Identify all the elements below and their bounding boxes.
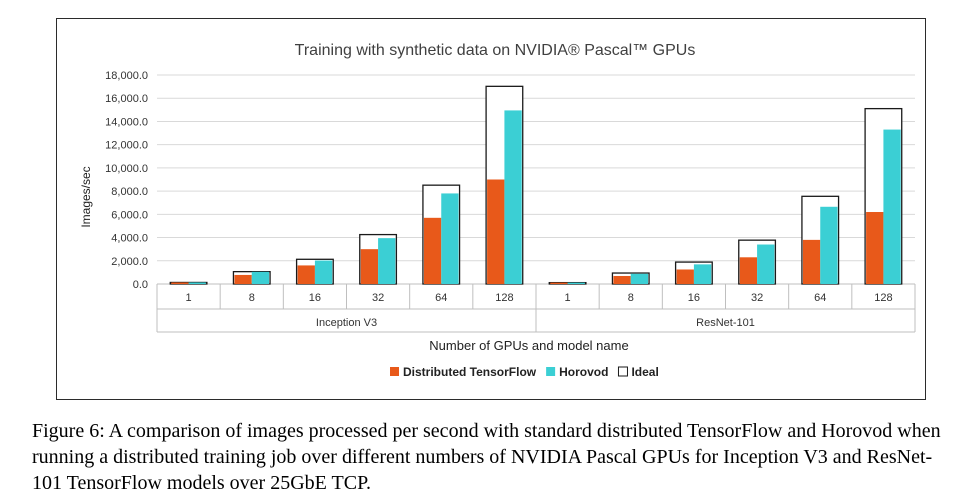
bar-distributed-tensorflow — [423, 217, 442, 284]
bars — [169, 85, 903, 285]
x-tick-label: 1 — [565, 292, 571, 304]
y-tick-label: 14,000.0 — [105, 116, 148, 128]
chart-title: Training with synthetic data on NVIDIA® … — [295, 42, 696, 59]
gridlines — [157, 74, 915, 285]
bar-distributed-tensorflow — [866, 212, 884, 284]
x-tick-label: 8 — [628, 292, 634, 304]
y-tick-label: 4,000.0 — [111, 233, 148, 245]
bar-horovod — [693, 264, 712, 284]
x-tick-label: 64 — [814, 292, 826, 304]
bar-horovod — [378, 238, 396, 284]
bar-horovod — [314, 260, 333, 284]
bar-distributed-tensorflow — [802, 239, 821, 284]
y-tick-label: 0.0 — [133, 279, 148, 291]
x-tick-label: 128 — [495, 292, 513, 304]
y-tick-label: 12,000.0 — [105, 140, 148, 152]
legend-label: Horovod — [559, 365, 608, 379]
bar-horovod — [757, 244, 775, 284]
group-label: Inception V3 — [316, 317, 377, 329]
bar-distributed-tensorflow — [234, 274, 252, 284]
y-tick-label: 18,000.0 — [105, 70, 148, 82]
y-tick-label: 10,000.0 — [105, 163, 148, 175]
figure-caption: Figure 6: A comparison of images process… — [32, 420, 941, 494]
bar-horovod — [504, 110, 522, 285]
x-tick-label: 1 — [186, 292, 192, 304]
legend-label: Ideal — [631, 365, 658, 379]
legend-swatch — [546, 367, 556, 376]
legend-label: Distributed TensorFlow — [403, 365, 537, 379]
bar-horovod — [630, 273, 649, 284]
x-axis-label: Number of GPUs and model name — [429, 338, 628, 353]
y-axis-ticks: 0.0 2,000.0 4,000.0 6,000.0 8,000.0 10,000.0 1… — [105, 70, 148, 291]
chart: Training with synthetic data on NVIDIA® … — [79, 42, 916, 379]
y-tick-label: 8,000.0 — [111, 186, 148, 198]
y-tick-label: 16,000.0 — [105, 93, 148, 105]
bar-horovod — [820, 206, 838, 284]
bar-distributed-tensorflow — [739, 257, 758, 284]
y-axis-label: Images/sec — [79, 166, 93, 227]
x-tick-label: 16 — [309, 292, 321, 304]
bar-distributed-tensorflow — [487, 179, 505, 284]
bar-horovod — [441, 193, 459, 284]
x-tick-label: 32 — [751, 292, 763, 304]
x-axis: 1 8 16 32 64 128 Inception V3 1 8 16 32 64 128 ResNet… — [156, 284, 916, 333]
bar-horovod — [567, 282, 585, 284]
x-tick-label: 32 — [372, 292, 384, 304]
bar-distributed-tensorflow — [171, 282, 189, 284]
legend: Distributed TensorFlow Horovod Ideal — [390, 365, 659, 379]
y-tick-label: 6,000.0 — [111, 209, 148, 221]
bar-horovod — [883, 129, 901, 284]
bar-distributed-tensorflow — [676, 269, 694, 284]
bar-distributed-tensorflow — [613, 275, 631, 284]
group-label: ResNet-101 — [696, 317, 755, 329]
legend-swatch — [390, 367, 399, 376]
x-tick-label: 16 — [688, 292, 700, 304]
bar-distributed-tensorflow — [297, 265, 315, 284]
bar-horovod — [188, 282, 206, 284]
x-tick-label: 8 — [249, 292, 255, 304]
legend-swatch — [617, 366, 628, 377]
y-tick-label: 2,000.0 — [111, 256, 148, 268]
x-tick-label: 64 — [435, 292, 447, 304]
bar-distributed-tensorflow — [550, 282, 568, 284]
bar-distributed-tensorflow — [360, 249, 379, 284]
chart-frame: Training with synthetic data on NVIDIA® … — [56, 18, 926, 400]
x-tick-label: 128 — [874, 292, 892, 304]
bar-horovod — [251, 271, 270, 284]
